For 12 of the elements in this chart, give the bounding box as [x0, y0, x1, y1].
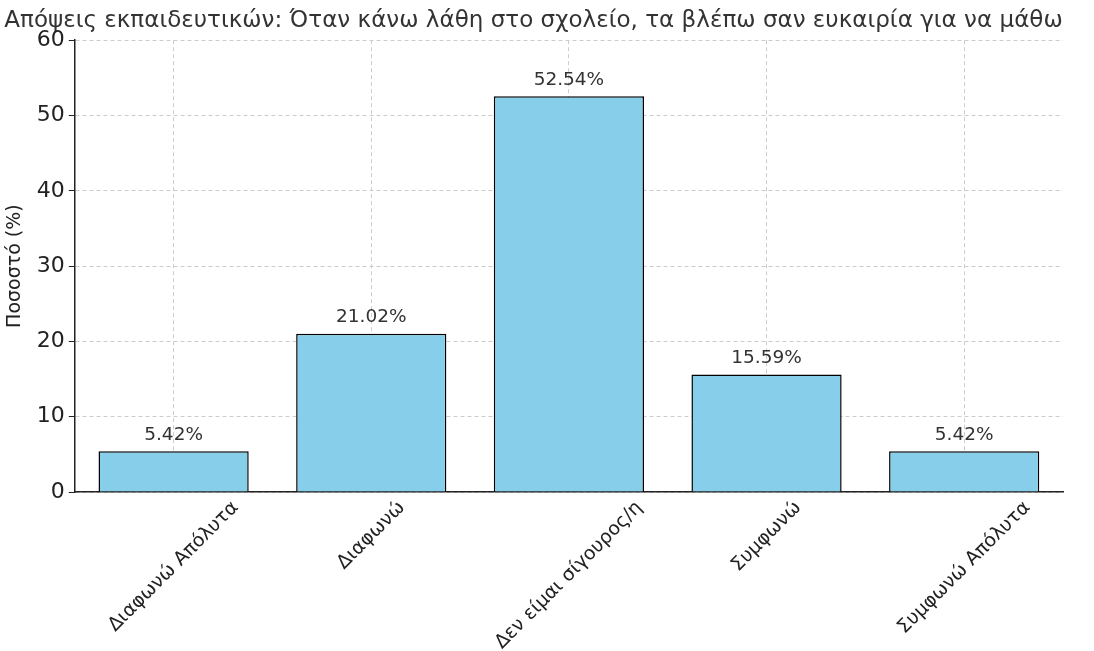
data-label: 5.42%	[934, 422, 994, 444]
data-label: 21.02%	[335, 305, 407, 327]
y-tick-label: 40	[36, 176, 65, 202]
y-tick-label: 30	[36, 251, 65, 277]
y-axis-title: Ποσοστό (%)	[2, 204, 25, 328]
y-tick-label: 50	[36, 101, 65, 127]
y-tick-label: 20	[36, 327, 65, 353]
y-tick-label: 0	[50, 477, 65, 503]
data-label: 15.59%	[731, 346, 802, 368]
data-label: 5.42%	[144, 422, 204, 444]
data-label: 52.54%	[533, 67, 605, 89]
y-tick-label: 10	[36, 402, 65, 428]
